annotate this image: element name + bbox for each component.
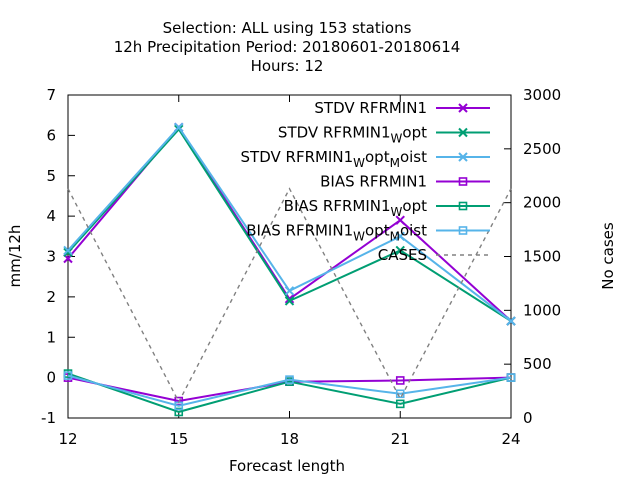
legend-label: STDV RFRMIN1Wopt xyxy=(278,124,427,146)
y-axis-title: mm/12h xyxy=(6,225,24,288)
y2-axis-title: No cases xyxy=(599,222,617,290)
chart-title: Selection: ALL using 153 stations 12h Pr… xyxy=(114,19,461,75)
y2-tick-label: 2000 xyxy=(523,194,561,212)
series-stdv-rfrmin1-wopt-moist xyxy=(63,122,516,326)
data-point-square xyxy=(63,371,73,380)
data-point-square xyxy=(395,399,405,409)
y-tick-label: -1 xyxy=(41,409,56,427)
plot-frame xyxy=(67,94,512,419)
data-point-square xyxy=(174,396,184,406)
y-tick-label: 6 xyxy=(46,126,56,144)
legend-label: STDV RFRMIN1WoptMoist xyxy=(241,148,428,170)
data-point-cross xyxy=(284,296,295,306)
legend-label: CASES xyxy=(378,246,427,264)
y-tick-label: 1 xyxy=(46,328,56,346)
series-line xyxy=(67,372,512,413)
title-line-1: Selection: ALL using 153 stations xyxy=(163,19,412,37)
data-point-cross xyxy=(395,215,405,225)
y2-tick-label: 2500 xyxy=(523,140,561,158)
data-point-cross xyxy=(458,103,468,113)
legend-entry: CASES xyxy=(378,246,490,264)
y-tick-label: 4 xyxy=(46,207,56,225)
legend-entry: BIAS RFRMIN1WoptMoist xyxy=(246,222,490,244)
y-tick-label: 3 xyxy=(46,248,56,266)
title-line-3: Hours: 12 xyxy=(251,57,324,75)
data-point-square xyxy=(174,407,184,417)
y2-tick-label: 1000 xyxy=(523,301,561,319)
title-line-2: 12h Precipitation Period: 20180601-20180… xyxy=(114,38,461,56)
series-line xyxy=(67,374,512,407)
legend-entry: STDV RFRMIN1WoptMoist xyxy=(241,148,490,170)
x-tick-label: 18 xyxy=(280,430,299,448)
x-tick-label: 12 xyxy=(58,430,77,448)
legend-label: BIAS RFRMIN1 xyxy=(320,173,427,191)
series-cases xyxy=(67,187,512,404)
data-point-square xyxy=(395,376,405,385)
data-point-cross xyxy=(284,286,295,296)
legend-label: STDV RFRMIN1 xyxy=(314,99,427,117)
legend-entry: BIAS RFRMIN1 xyxy=(320,173,490,191)
y-tick-label: 2 xyxy=(46,288,56,306)
y2-tick-label: 0 xyxy=(523,409,533,427)
data-point-square xyxy=(458,201,468,211)
data-point-square xyxy=(458,177,468,186)
y-tick-label: 5 xyxy=(46,167,56,185)
data-point-cross xyxy=(506,316,516,326)
data-point-cross xyxy=(395,245,405,256)
data-point-cross xyxy=(63,247,73,258)
data-point-cross xyxy=(174,122,184,133)
y2-tick-label: 500 xyxy=(523,355,552,373)
legend-entry: BIAS RFRMIN1Wopt xyxy=(284,197,490,219)
y-tick-label: 0 xyxy=(46,369,56,387)
x-tick-label: 24 xyxy=(501,430,520,448)
legend-entry: STDV RFRMIN1 xyxy=(314,99,490,117)
data-point-square xyxy=(458,226,468,235)
data-point-square xyxy=(395,389,405,399)
data-point-cross xyxy=(458,127,468,138)
x-tick-label: 15 xyxy=(169,430,188,448)
legend-entry: STDV RFRMIN1Wopt xyxy=(278,124,490,146)
legend-label: BIAS RFRMIN1WoptMoist xyxy=(246,222,427,244)
series-line xyxy=(67,187,512,404)
legend-label: BIAS RFRMIN1Wopt xyxy=(284,197,427,219)
data-point-cross xyxy=(63,245,73,256)
x-axis-title: Forecast length xyxy=(229,457,345,475)
data-point-cross xyxy=(458,152,468,162)
y-tick-label: 7 xyxy=(46,86,56,104)
y2-tick-label: 1500 xyxy=(523,248,561,266)
data-point-square xyxy=(506,373,516,382)
data-point-cross xyxy=(395,231,405,242)
data-point-square xyxy=(285,375,294,384)
y2-tick-label: 3000 xyxy=(523,86,561,104)
x-tick-label: 21 xyxy=(391,430,410,448)
